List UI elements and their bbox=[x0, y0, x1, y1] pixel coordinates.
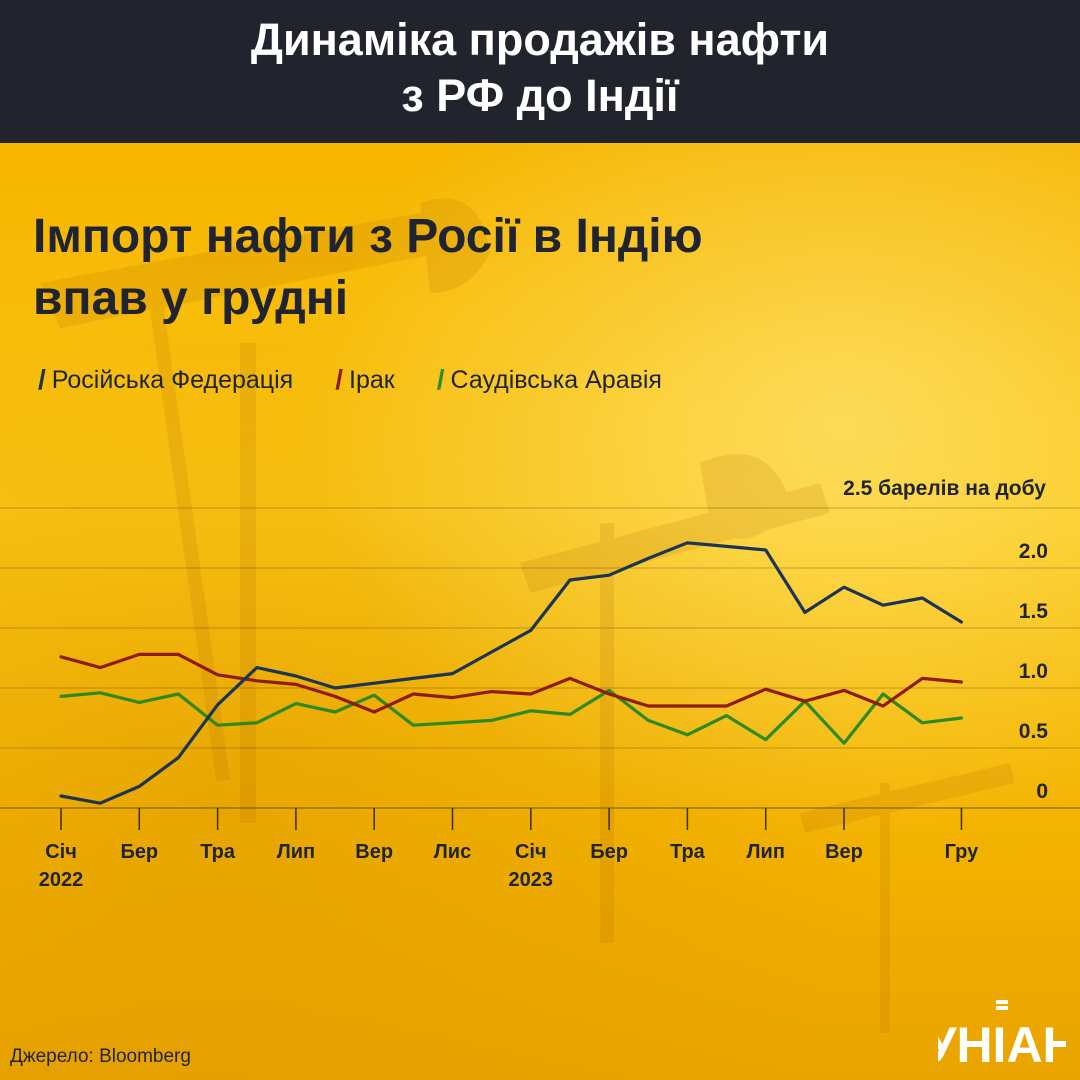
x-tick-label: Тра bbox=[200, 841, 236, 863]
chart-title: Імпорт нафти з Росії в Індію впав у груд… bbox=[33, 206, 933, 330]
y-tick-label: 0 bbox=[1036, 780, 1048, 803]
series-line-0 bbox=[59, 541, 964, 805]
legend-swatch-iraq: / bbox=[335, 364, 343, 395]
chart-legend: / Російська Федерація / Ірак / Саудівськ… bbox=[38, 362, 704, 398]
banner-title-line2: з РФ до Індії bbox=[401, 70, 679, 121]
x-tick-label: Лис bbox=[434, 841, 471, 863]
legend-swatch-saudi: / bbox=[436, 364, 445, 395]
y-tick-label: 0.5 bbox=[1019, 720, 1049, 743]
x-tick-label: Вер bbox=[825, 841, 863, 863]
logo-text: УНІАН bbox=[938, 1017, 1066, 1068]
x-tick-label: 2023 bbox=[509, 869, 554, 891]
banner-title-line1: Динаміка продажів нафти bbox=[250, 14, 830, 65]
source-note: Джерело: Bloomberg bbox=[10, 1046, 191, 1067]
series-line-1 bbox=[59, 652, 964, 714]
y-tick-label: 1.0 bbox=[1019, 660, 1048, 683]
y-axis-unit-label: 2.5 барелів на добу bbox=[843, 477, 1046, 500]
uniian-logo: УНІАН bbox=[938, 1000, 1066, 1068]
background bbox=[0, 143, 1080, 1080]
chart-gridlines bbox=[0, 507, 1080, 809]
x-tick-label: Гру bbox=[945, 841, 980, 863]
header-banner: Динаміка продажів нафти з РФ до Індії bbox=[0, 0, 1080, 143]
chart-series-lines bbox=[59, 541, 964, 805]
x-tick-label: Січ bbox=[515, 841, 547, 863]
x-axis-ticks: Січ 2022 Бер Тра Лип Вер Лис Січ 2023 Бер Тра Лип Ве… bbox=[39, 808, 979, 891]
chart-title-line1: Імпорт нафти з Росії в Індію bbox=[33, 210, 703, 263]
y-axis-ticks: 0 0.5 1.0 1.5 2.0 bbox=[1019, 540, 1049, 803]
chart-title-line2: впав у грудні bbox=[33, 272, 349, 325]
pumpjack-silhouettes bbox=[40, 198, 1015, 1033]
legend-label-iraq: Ірак bbox=[349, 365, 395, 394]
legend-item-iraq: / Ірак bbox=[335, 364, 394, 396]
y-tick-label: 2.0 bbox=[1019, 540, 1048, 563]
y-tick-label: 1.5 bbox=[1019, 600, 1049, 623]
x-tick-label: Бер bbox=[120, 841, 158, 863]
x-tick-label: Бер bbox=[590, 841, 628, 863]
x-tick-label: Тра bbox=[670, 841, 706, 863]
legend-swatch-russia: / bbox=[38, 364, 46, 395]
legend-label-russia: Російська Федерація bbox=[51, 365, 294, 394]
x-tick-label: Січ bbox=[45, 841, 77, 863]
legend-item-saudi: / Саудівська Аравія bbox=[437, 364, 662, 396]
series-line-2 bbox=[59, 688, 964, 745]
x-tick-label: Вер bbox=[355, 841, 393, 863]
x-tick-label: Лип bbox=[277, 841, 315, 863]
x-tick-label: 2022 bbox=[39, 869, 84, 891]
x-tick-label: Лип bbox=[746, 841, 784, 863]
legend-item-russia: / Російська Федерація bbox=[38, 364, 293, 396]
legend-label-saudi: Саудівська Аравія bbox=[450, 365, 662, 394]
